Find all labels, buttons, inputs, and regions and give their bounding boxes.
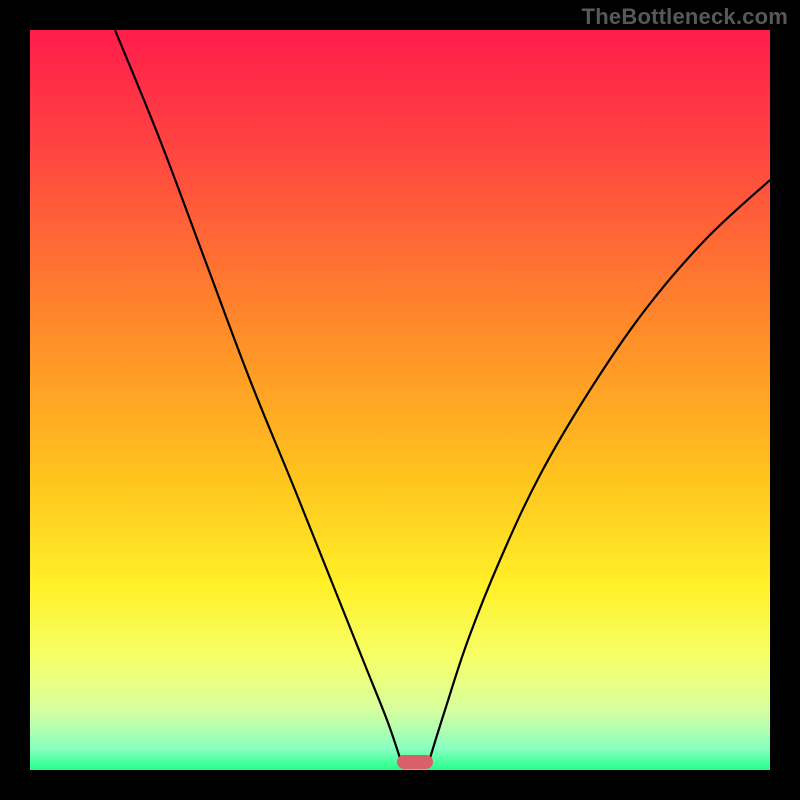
- watermark-text: TheBottleneck.com: [582, 4, 788, 30]
- chart-container: TheBottleneck.com: [0, 0, 800, 800]
- curve-right-branch: [430, 180, 770, 758]
- curve-left-branch: [115, 30, 400, 758]
- min-marker: [397, 755, 433, 769]
- chart-overlay: [0, 0, 800, 800]
